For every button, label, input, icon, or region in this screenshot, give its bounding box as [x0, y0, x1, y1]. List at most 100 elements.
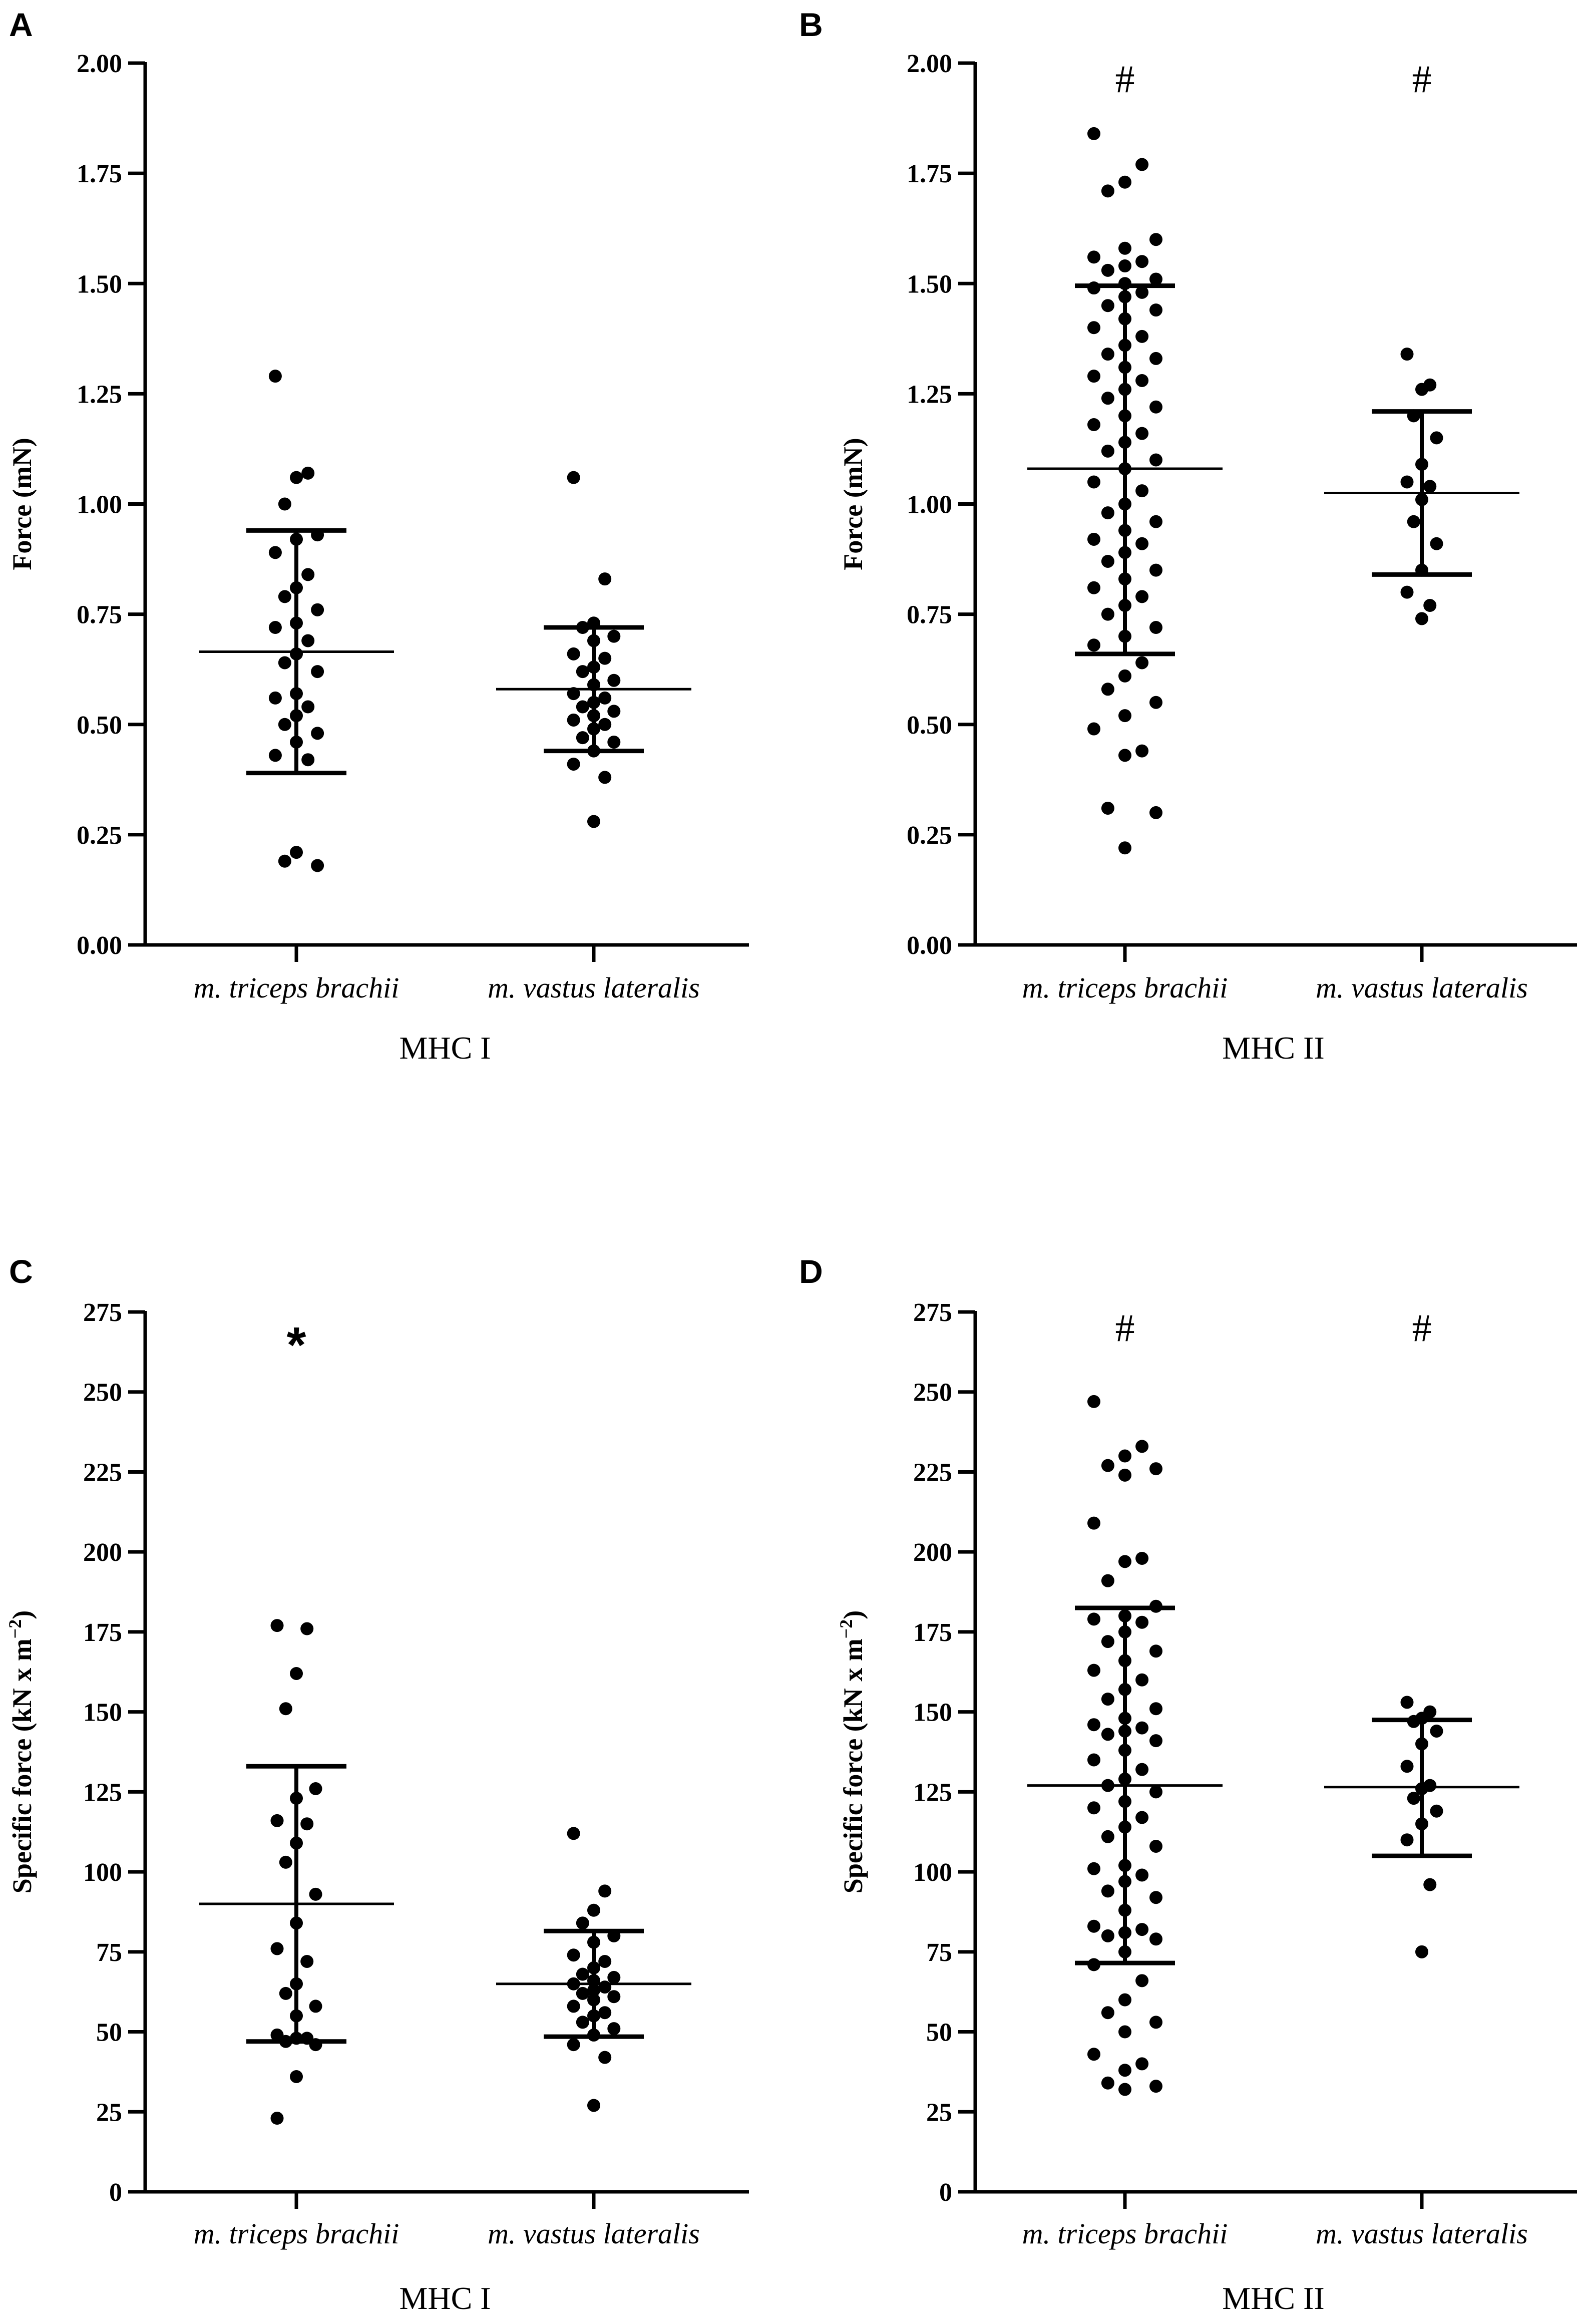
data-point: [1087, 1862, 1100, 1875]
data-point: [1135, 427, 1149, 440]
y-tick-label: 275: [913, 1298, 952, 1327]
data-point: [1407, 515, 1420, 528]
data-point: [311, 603, 324, 616]
x-tick-label: m. triceps brachii: [1022, 971, 1228, 1004]
data-point: [1118, 669, 1131, 683]
y-tick-label: 0.25: [907, 821, 952, 850]
data-point: [268, 749, 282, 762]
data-point: [1149, 621, 1162, 634]
data-point: [607, 2022, 621, 2036]
series-1: #: [1027, 1306, 1223, 2096]
data-point: [1430, 537, 1443, 550]
data-point: [607, 735, 621, 749]
y-tick-label: 175: [83, 1618, 122, 1647]
panel-b: B 0.00 0.25 0.50 0.75 1.00 1.25 1.50 1.75 2.00 m. …: [799, 6, 1577, 1066]
data-point: [1101, 444, 1114, 458]
x-tick-label: m. vastus lateralis: [488, 971, 700, 1004]
data-point: [1135, 1673, 1149, 1687]
data-point: [301, 753, 315, 767]
panel-c: C 0 25 50 75 100 125 150 175 200 225 250 275 m. trice…: [5, 1253, 749, 2316]
data-point: [1415, 612, 1428, 625]
data-point: [1118, 2025, 1131, 2039]
data-point: [1135, 1763, 1149, 1776]
y-axis-label: Specific force (kN x m−2): [836, 1610, 868, 1893]
data-point: [1400, 1833, 1414, 1847]
data-point: [1087, 1395, 1100, 1408]
data-point: [598, 2006, 612, 2020]
data-point: [1087, 638, 1100, 652]
data-point: [1118, 709, 1131, 723]
y-tick-label: 0.75: [77, 601, 122, 629]
series-1: *: [199, 1317, 394, 2125]
data-point: [1118, 241, 1131, 255]
y-tick-label: 250: [83, 1379, 122, 1407]
data-point: [1135, 1721, 1149, 1735]
data-point: [1400, 1760, 1414, 1773]
panel-letter: C: [9, 1253, 33, 1290]
data-point: [1087, 722, 1100, 736]
series-2: [496, 471, 691, 828]
data-point: [1101, 184, 1114, 198]
data-point: [1149, 400, 1162, 414]
data-point: [1101, 1884, 1114, 1898]
data-point: [1415, 1945, 1428, 1958]
y-tick-label: 75: [96, 1938, 122, 1967]
data-point: [311, 727, 324, 740]
y-tick-label: 0: [109, 2178, 122, 2207]
y-tick-label: 1.00: [907, 491, 952, 519]
y-tick-label: 100: [83, 1858, 122, 1887]
group-label: MHC II: [1222, 2280, 1324, 2316]
data-point: [598, 2051, 612, 2064]
data-point: [1118, 749, 1131, 762]
y-tick-label: 100: [913, 1858, 952, 1887]
data-point: [309, 1782, 322, 1795]
series-1: #: [1027, 57, 1223, 855]
data-point: [268, 691, 282, 705]
x-tick-label: m. vastus lateralis: [488, 2217, 700, 2250]
y-tick-label: 150: [913, 1699, 952, 1727]
data-point: [1135, 537, 1149, 550]
data-point: [1087, 581, 1100, 594]
data-point: [309, 1887, 322, 1901]
y-tick-label: 2.00: [907, 50, 952, 78]
data-point: [1149, 1932, 1162, 1946]
series-2: #: [1324, 1306, 1519, 1958]
data-point: [1135, 484, 1149, 498]
y-axis-label: Force (mN): [838, 438, 868, 570]
y-tick-label: 0.50: [77, 711, 122, 740]
data-point: [607, 674, 621, 687]
data-point: [1087, 321, 1100, 335]
y-tick-label: 175: [913, 1618, 952, 1647]
data-point: [1149, 303, 1162, 317]
data-point: [1149, 696, 1162, 709]
data-point: [1118, 1555, 1131, 1568]
data-point: [567, 1827, 580, 1840]
data-point: [1400, 348, 1414, 361]
y-tick-label: 50: [96, 2019, 122, 2047]
data-point: [1087, 1664, 1100, 1677]
data-point: [1430, 1724, 1443, 1738]
data-point: [1135, 744, 1149, 758]
data-point: [598, 572, 612, 586]
data-point: [301, 466, 315, 480]
data-point: [1101, 1459, 1114, 1472]
data-point: [268, 370, 282, 383]
y-tick-label: 1.50: [77, 270, 122, 298]
data-point: [1118, 175, 1131, 189]
data-point: [1149, 233, 1162, 246]
data-point: [300, 1954, 314, 1968]
series-1: [199, 370, 394, 872]
data-point: [1400, 1696, 1414, 1709]
data-point: [311, 665, 324, 679]
data-point: [1135, 1868, 1149, 1882]
data-point: [1101, 1929, 1114, 1942]
data-point: [1135, 1974, 1149, 1987]
data-point: [270, 1814, 284, 1827]
y-tick-label: 0.75: [907, 601, 952, 629]
data-point: [1087, 127, 1100, 140]
data-point: [1135, 374, 1149, 387]
y-tick-label: 0: [939, 2178, 952, 2207]
data-point: [1101, 348, 1114, 361]
data-point: [1135, 1440, 1149, 1453]
panel-d: D 0 25 50 75 100 125 150 175 200 225 250 275 m. trice…: [799, 1253, 1577, 2316]
